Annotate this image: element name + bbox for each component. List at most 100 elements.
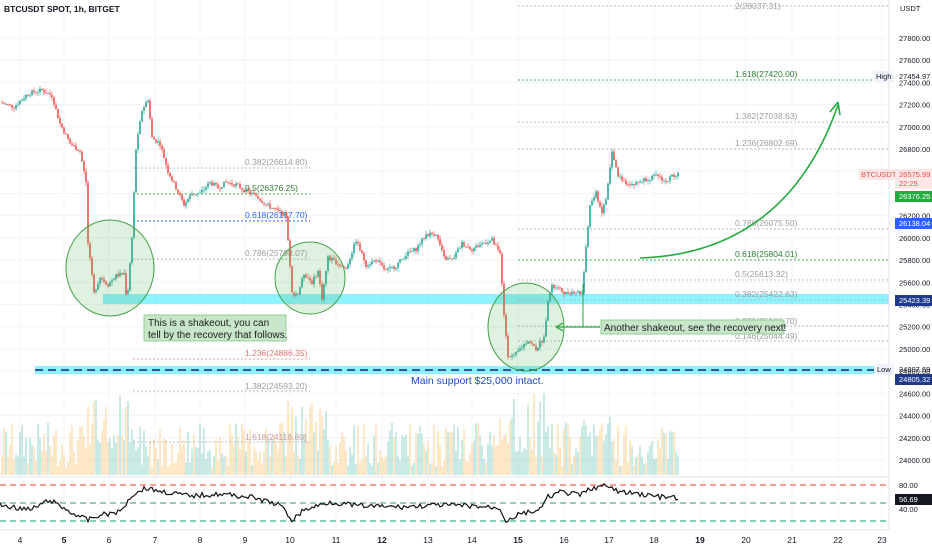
candle-body xyxy=(103,279,105,282)
price-candles xyxy=(1,85,679,360)
candle-body xyxy=(201,189,203,193)
volume-bar xyxy=(559,447,561,475)
volume-bar xyxy=(587,436,589,475)
volume-bar xyxy=(151,466,153,475)
volume-bar xyxy=(411,465,413,475)
candle-body xyxy=(295,293,297,296)
candle-body xyxy=(549,292,551,301)
volume-bar xyxy=(43,433,45,475)
candle-body xyxy=(161,145,163,150)
candle-body xyxy=(409,251,411,253)
candle-body xyxy=(257,195,259,199)
candle-body xyxy=(653,174,655,177)
volume-bar xyxy=(537,421,539,475)
volume-bar xyxy=(153,439,155,475)
volume-bar xyxy=(39,438,41,475)
volume-bar xyxy=(101,430,103,475)
candle-body xyxy=(303,274,305,279)
candle-body xyxy=(395,267,397,269)
volume-bar xyxy=(283,431,285,475)
volume-bar xyxy=(3,427,5,475)
candle-body xyxy=(425,234,427,239)
volume-bar xyxy=(625,425,627,475)
candle-body xyxy=(149,100,151,119)
price-tick: 26200.00 xyxy=(899,212,930,221)
volume-bar xyxy=(51,455,53,475)
fib-labels-upper: 2(28037.31) 1.618(27420.00) 1.382(27038.… xyxy=(735,1,798,341)
time-label: 19 xyxy=(695,535,705,545)
candle-body xyxy=(477,245,479,247)
volume-bar xyxy=(397,456,399,475)
candle-body xyxy=(47,93,49,94)
shakeout-note-2: Another shakeout, see the recovery next! xyxy=(600,319,786,335)
volume-bar xyxy=(209,449,211,475)
volume-bar xyxy=(29,437,31,475)
volume-bar xyxy=(273,434,275,475)
candle-body xyxy=(499,249,501,254)
volume-bar xyxy=(419,425,421,475)
candle-body xyxy=(185,202,187,206)
fib-label: 1.382(27038.63) xyxy=(735,111,798,121)
volume-bar xyxy=(143,430,145,475)
volume-bar xyxy=(335,445,337,475)
candle-body xyxy=(359,243,361,251)
price-tick: 25000.00 xyxy=(899,345,930,354)
candle-body xyxy=(27,94,29,96)
volume-bar xyxy=(365,455,367,475)
candle-body xyxy=(255,193,257,196)
volume-bar xyxy=(329,445,331,475)
candle-body xyxy=(421,238,423,245)
candle-body xyxy=(607,183,609,200)
candle-body xyxy=(357,241,359,244)
candle-body xyxy=(167,164,169,173)
candle-body xyxy=(325,271,327,285)
candle-body xyxy=(379,260,381,263)
candle-body xyxy=(219,188,221,190)
candle-body xyxy=(517,350,519,353)
volume-bar xyxy=(503,435,505,475)
candle-body xyxy=(175,181,177,190)
candle-body xyxy=(137,134,139,150)
volume-bar xyxy=(85,448,87,475)
volume-bar xyxy=(551,423,553,475)
volume-bar xyxy=(545,432,547,475)
volume-bar xyxy=(597,436,599,475)
volume-bar xyxy=(517,451,519,475)
volume-bar xyxy=(385,455,387,475)
candle-body xyxy=(271,207,273,209)
volume-bar xyxy=(627,462,629,475)
candle-body xyxy=(263,202,265,205)
candle-body xyxy=(91,257,93,275)
candle-body xyxy=(61,123,63,128)
volume-bar xyxy=(391,422,393,475)
candle-body xyxy=(667,181,669,182)
candle-body xyxy=(35,92,37,94)
candle-body xyxy=(471,249,473,251)
candle-body xyxy=(341,265,343,267)
volume-bar xyxy=(403,436,405,475)
candle-body xyxy=(645,178,647,182)
volume-bar xyxy=(271,438,273,475)
fib-label: 0.786(26075.50) xyxy=(735,218,798,228)
volume-bar xyxy=(647,452,649,475)
volume-bar xyxy=(315,421,317,475)
price-tick: 26000.00 xyxy=(899,234,930,243)
candle-body xyxy=(157,141,159,143)
volume-bar xyxy=(433,424,435,475)
green-value: 26376.25 xyxy=(899,192,930,201)
price-tick: 27000.00 xyxy=(899,123,930,132)
candle-body xyxy=(43,89,45,93)
shakeout-note-1: This is a shakeout, you can tell by the … xyxy=(143,314,288,342)
volume-bar xyxy=(157,459,159,475)
candle-body xyxy=(367,265,369,267)
candle-body xyxy=(321,283,323,300)
volume-bar xyxy=(97,439,99,475)
volume-bar xyxy=(149,440,151,475)
candle-body xyxy=(313,276,315,285)
candle-body xyxy=(633,184,635,186)
candle-body xyxy=(79,151,81,152)
candle-body xyxy=(507,335,509,357)
volume-bar xyxy=(631,446,633,475)
